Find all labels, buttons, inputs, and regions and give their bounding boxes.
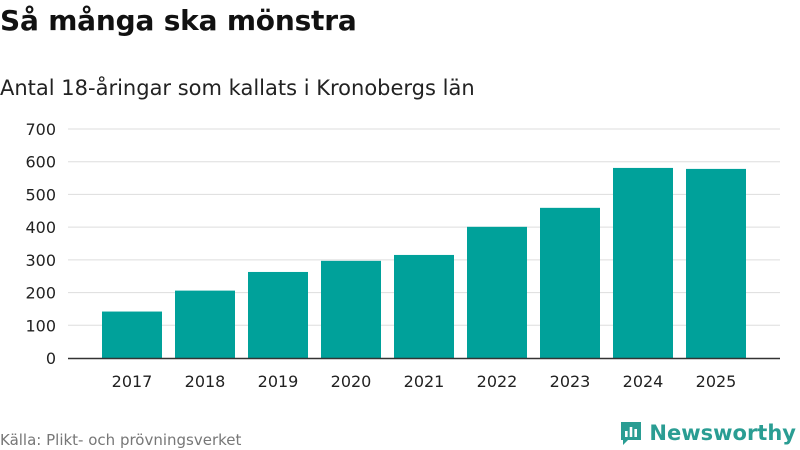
- bar-2022: [467, 226, 527, 358]
- bar-2025: [686, 168, 746, 358]
- brand-logo[interactable]: Newsworthy: [619, 420, 796, 446]
- source-note: Källa: Plikt- och prövningsverket: [0, 431, 242, 449]
- y-tick-label-100: 100: [25, 316, 56, 335]
- x-tick-label-2022: 2022: [477, 372, 518, 391]
- chart-subtitle: Antal 18-åringar som kallats i Kronoberg…: [0, 76, 475, 100]
- brand-name: Newsworthy: [649, 421, 796, 445]
- y-tick-label-0: 0: [46, 349, 56, 368]
- x-axis-ticks: 2017 2018 2019 2020 2021 2022 2023 2024 2025: [112, 372, 737, 391]
- y-tick-label-300: 300: [25, 251, 56, 270]
- bar-2018: [175, 290, 235, 358]
- newsworthy-logo-icon: [621, 422, 642, 445]
- x-tick-label-2025: 2025: [696, 372, 737, 391]
- y-tick-label-400: 400: [25, 218, 56, 237]
- x-tick-label-2019: 2019: [258, 372, 299, 391]
- bar-2021: [394, 254, 454, 358]
- bars: [102, 167, 746, 358]
- x-tick-label-2023: 2023: [550, 372, 591, 391]
- x-tick-label-2024: 2024: [623, 372, 664, 391]
- bar-2017: [102, 311, 162, 358]
- bar-2024: [613, 167, 673, 358]
- bar-2023: [540, 207, 600, 358]
- y-tick-label-700: 700: [25, 120, 56, 139]
- chart-title: Så många ska mönstra: [0, 4, 357, 37]
- x-tick-label-2017: 2017: [112, 372, 153, 391]
- y-tick-label-600: 600: [25, 153, 56, 172]
- x-tick-label-2021: 2021: [404, 372, 445, 391]
- y-tick-label-500: 500: [25, 185, 56, 204]
- x-tick-label-2018: 2018: [185, 372, 226, 391]
- bar-2020: [321, 260, 381, 358]
- bar-2019: [248, 271, 308, 358]
- y-tick-label-200: 200: [25, 284, 56, 303]
- y-axis-ticks: 0 100 200 300 400 500 600 700: [25, 120, 56, 368]
- x-tick-label-2020: 2020: [331, 372, 372, 391]
